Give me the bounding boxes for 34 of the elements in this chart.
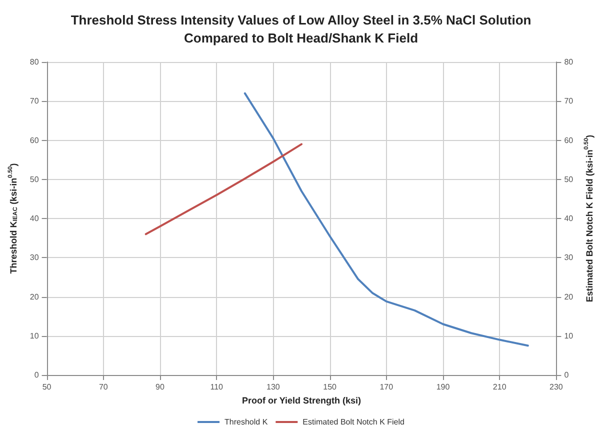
x-tick-label: 170 bbox=[380, 382, 394, 392]
x-tick-label: 90 bbox=[156, 382, 165, 392]
y2-tick-label: 70 bbox=[564, 96, 574, 106]
x-tick-label: 190 bbox=[436, 382, 450, 392]
y-tick-label: 80 bbox=[30, 58, 40, 66]
x-tick-label: 130 bbox=[266, 382, 280, 392]
y-tick-label: 20 bbox=[30, 292, 40, 302]
x-tick-label: 150 bbox=[323, 382, 338, 392]
y-tick-label: 0 bbox=[34, 370, 40, 380]
y2-tick-label: 80 bbox=[564, 58, 574, 66]
y-tick-label: 60 bbox=[30, 136, 40, 145]
y-tick-label: 30 bbox=[30, 253, 40, 262]
y2-tick-label: 50 bbox=[564, 174, 574, 184]
x-tick-label: 50 bbox=[42, 382, 52, 392]
y2-tick-label: 60 bbox=[564, 136, 574, 145]
legend-label: Threshold K bbox=[224, 418, 268, 426]
y2-tick-label: 0 bbox=[564, 370, 570, 380]
y-tick-label: 10 bbox=[30, 331, 40, 340]
chart-title: Threshold Stress Intensity Values of Low Alloy Steel in 3.5% NaCl Solution Compared to Bolt Head/Shank K Field bbox=[70, 12, 532, 46]
y2-tick-label: 30 bbox=[564, 253, 574, 262]
x-tick-label: 110 bbox=[210, 382, 224, 392]
y-tick-label: 50 bbox=[30, 174, 40, 184]
legend-label: Estimated Bolt Notch K Field bbox=[302, 418, 404, 426]
y-tick-label: 40 bbox=[30, 214, 40, 223]
x-axis-title: Proof or Yield Strength (ksi) bbox=[242, 395, 362, 406]
line-series bbox=[144, 143, 302, 236]
y2-tick-label: 40 bbox=[564, 214, 574, 223]
y2-tick-label: 10 bbox=[564, 331, 574, 340]
x-tick-label: 210 bbox=[492, 382, 507, 392]
x-tick-label: 230 bbox=[550, 382, 564, 392]
x-tick-label: 70 bbox=[98, 382, 108, 392]
y2-tick-label: 20 bbox=[564, 292, 574, 302]
line-series bbox=[244, 92, 529, 347]
y-tick-label: 70 bbox=[30, 96, 40, 106]
